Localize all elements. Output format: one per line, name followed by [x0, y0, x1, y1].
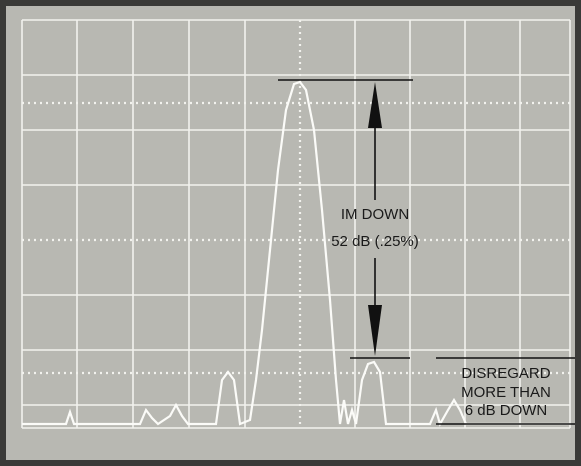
arrow-head: [368, 82, 382, 128]
annotation: 52 dB (.25%): [331, 233, 419, 250]
note-line: 6 dB DOWN: [465, 402, 548, 419]
graticule: [21, 19, 571, 429]
arrow-head: [368, 305, 382, 356]
spectrum-trace: [22, 80, 570, 427]
note-line: MORE THAN: [461, 384, 551, 401]
screen: [6, 6, 575, 460]
note-line: DISREGARD: [461, 365, 550, 382]
annotation: IM DOWN: [341, 206, 409, 223]
